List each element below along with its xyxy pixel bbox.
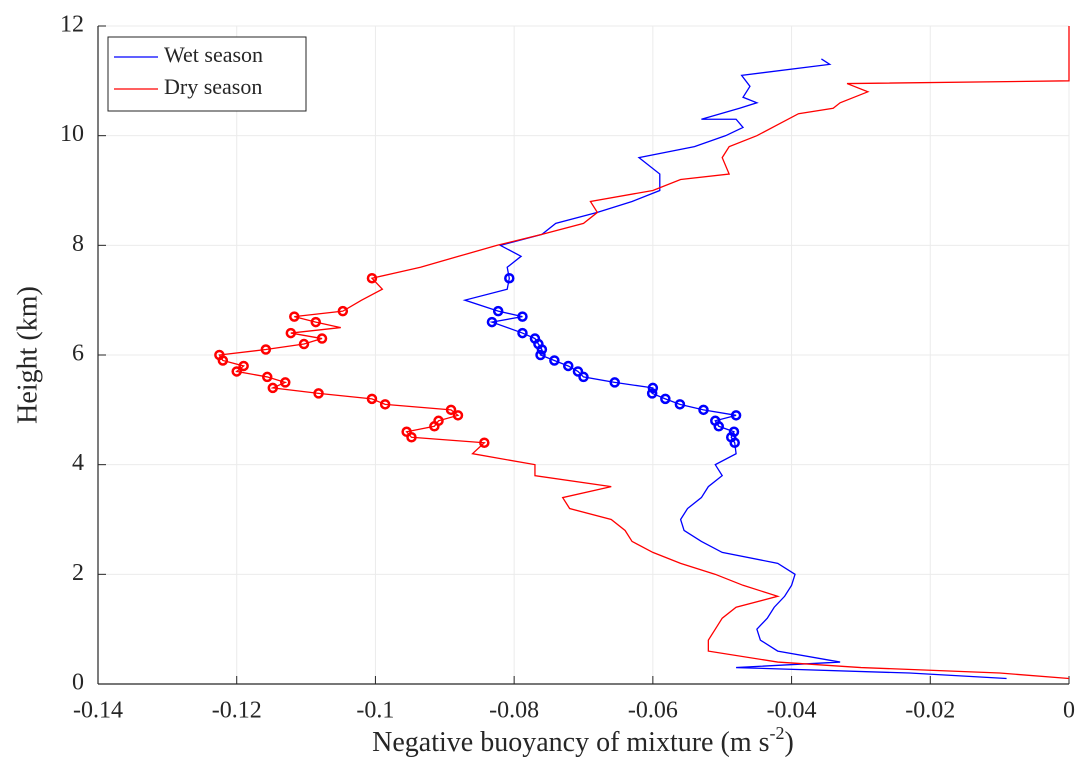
series-marker [406, 432, 417, 443]
series-marker [310, 316, 322, 328]
series-marker [730, 410, 742, 421]
legend-box [107, 36, 307, 112]
series-marker [729, 437, 740, 448]
x-tick-label: -0.06 [628, 698, 678, 724]
series-marker [289, 311, 300, 322]
x-tick-label: -0.02 [905, 698, 955, 724]
series-marker [452, 410, 464, 421]
x-axis-label-sup: -2 [770, 723, 785, 743]
series-marker [479, 437, 490, 448]
x-tick-label: -0.12 [212, 698, 262, 724]
series-marker [492, 305, 504, 317]
series-marker [517, 311, 528, 322]
series-marker [517, 327, 528, 339]
series-marker [609, 377, 620, 388]
series-marker [298, 338, 310, 350]
series-marker [313, 388, 324, 399]
series-marker [504, 272, 515, 284]
series-marker [337, 305, 349, 317]
y-tick-label: 4 [72, 450, 84, 476]
x-tick-label: -0.04 [767, 698, 817, 724]
y-tick-label: 10 [60, 121, 84, 147]
x-tick-label: -0.1 [356, 698, 394, 724]
series-marker [261, 371, 273, 383]
series-marker [698, 404, 709, 416]
y-tick-label: 8 [72, 231, 84, 257]
series-marker [549, 355, 560, 366]
series-marker [445, 404, 457, 416]
series-marker [217, 355, 229, 366]
series-marker [366, 393, 378, 405]
series-marker [267, 382, 279, 394]
series-marker [536, 344, 548, 355]
y-tick-label: 6 [72, 341, 84, 367]
series-marker [238, 360, 249, 372]
series-marker [429, 421, 440, 432]
y-tick-label: 12 [60, 12, 84, 38]
y-tick-label: 0 [72, 670, 84, 696]
series-marker [231, 366, 242, 377]
series-marker [578, 371, 589, 383]
series-marker [379, 399, 391, 410]
x-axis-label-end: ) [785, 727, 794, 758]
series-marker [280, 377, 291, 388]
x-axis-label-text: Negative buoyancy of mixture (m s [372, 727, 769, 758]
x-axis-label: Negative buoyancy of mixture (m s-2) [372, 723, 794, 758]
series-marker [572, 366, 584, 377]
y-axis-label: Height (km) [12, 286, 43, 424]
series-marker [285, 327, 297, 339]
legend-label: Dry season [164, 74, 262, 99]
series-marker [366, 272, 378, 284]
x-tick-label: -0.14 [73, 698, 123, 724]
x-tick-label: -0.08 [489, 698, 539, 724]
series-marker [647, 382, 659, 394]
legend-label: Wet season [164, 42, 263, 67]
x-tick-label: 0 [1063, 698, 1075, 724]
series-marker [535, 349, 546, 361]
series-marker [674, 399, 686, 410]
series-marker [562, 360, 574, 372]
series-marker [660, 393, 671, 405]
series-line [462, 58, 1007, 680]
series-marker [646, 388, 658, 399]
series-marker [486, 316, 498, 328]
series-marker [713, 421, 724, 432]
series-marker [260, 344, 272, 355]
y-tick-label: 2 [72, 560, 84, 586]
series-marker [316, 333, 328, 344]
series-line [218, 26, 1070, 680]
